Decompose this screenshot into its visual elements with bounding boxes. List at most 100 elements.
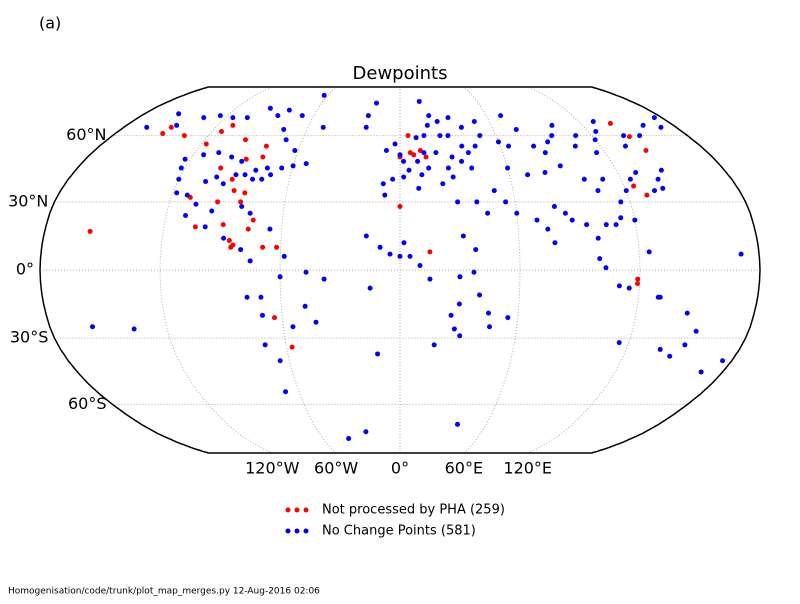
station-point [259, 312, 265, 318]
station-point [657, 346, 663, 352]
station-point [247, 210, 253, 216]
station-point [622, 143, 628, 149]
lon-label: 60°W [314, 459, 358, 478]
station-point [652, 188, 658, 194]
station-point [655, 176, 661, 182]
station-point [397, 253, 403, 259]
station-point [201, 152, 207, 158]
station-point [644, 192, 650, 198]
station-point [392, 141, 398, 147]
station-point [406, 167, 412, 173]
station-point [531, 143, 537, 149]
station-point [203, 179, 209, 185]
lon-label: 0° [391, 459, 409, 478]
station-point [233, 172, 239, 178]
station-point [603, 222, 609, 228]
station-point [495, 139, 501, 145]
footer: Homogenisation/code/trunk/plot_map_merge… [8, 587, 320, 597]
station-point [397, 203, 403, 209]
station-point [242, 190, 248, 196]
station-point [445, 115, 451, 121]
station-point [660, 185, 666, 191]
station-point [720, 358, 726, 364]
station-point [267, 105, 273, 111]
lon-label: 60°E [445, 459, 483, 478]
station-point [460, 233, 466, 239]
station-point [616, 340, 622, 346]
station-point [411, 152, 417, 158]
station-point [416, 98, 422, 104]
station-point [433, 150, 439, 156]
legend-marker [303, 507, 309, 513]
station-point [549, 133, 555, 139]
station-point [263, 143, 269, 149]
station-point [590, 118, 596, 124]
station-point [286, 107, 292, 113]
station-point [303, 269, 309, 275]
station-point [449, 154, 455, 160]
legend-label: Not processed by PHA (259) [322, 503, 505, 518]
station-point [230, 115, 236, 121]
station-point [176, 111, 182, 117]
meridian [279, 86, 337, 454]
station-point [193, 201, 199, 207]
station-point [231, 188, 237, 194]
station-point [491, 188, 497, 194]
station-point [383, 147, 389, 153]
station-point [471, 269, 477, 275]
station-point [290, 324, 296, 330]
station-point [313, 319, 319, 325]
station-point [421, 133, 427, 139]
station-point [183, 213, 189, 219]
station-point [498, 113, 504, 119]
station-point [437, 133, 443, 139]
station-point [632, 217, 638, 223]
station-point [534, 217, 540, 223]
station-point [594, 150, 600, 156]
station-point [474, 199, 480, 205]
station-point [292, 147, 298, 153]
station-point [416, 185, 422, 191]
station-point [380, 181, 386, 187]
station-point [434, 118, 440, 124]
station-point [217, 113, 223, 119]
lon-label: 120°E [503, 459, 552, 478]
station-point [426, 165, 432, 171]
legend-marker [294, 507, 300, 513]
station-point [401, 240, 407, 246]
station-point [684, 310, 690, 316]
station-point [178, 165, 184, 171]
station-point [230, 122, 236, 128]
station-point [382, 192, 388, 198]
station-point [226, 238, 232, 244]
station-point [238, 247, 244, 253]
station-point [279, 165, 285, 171]
station-point [593, 128, 599, 134]
station-point [250, 217, 256, 223]
station-point [228, 244, 234, 250]
station-point [203, 141, 209, 147]
station-point [275, 113, 281, 119]
station-point [239, 203, 245, 209]
lat-label: 60°N [66, 125, 106, 144]
station-point [503, 199, 509, 205]
station-point [658, 167, 664, 173]
station-point [303, 161, 309, 167]
station-point [407, 253, 413, 259]
station-point [274, 244, 280, 250]
station-point [243, 156, 249, 162]
station-point [592, 137, 598, 143]
station-point [281, 126, 287, 132]
station-point [473, 247, 479, 253]
station-point [131, 326, 137, 332]
lat-label: 0° [16, 260, 34, 279]
station-point [633, 170, 639, 176]
station-point [465, 150, 471, 156]
station-point [458, 124, 464, 130]
station-point [427, 249, 433, 255]
station-point [651, 115, 657, 121]
station-point [244, 115, 250, 121]
station-point [693, 328, 699, 334]
panel-label: (a) [39, 14, 61, 33]
station-point [202, 224, 208, 230]
